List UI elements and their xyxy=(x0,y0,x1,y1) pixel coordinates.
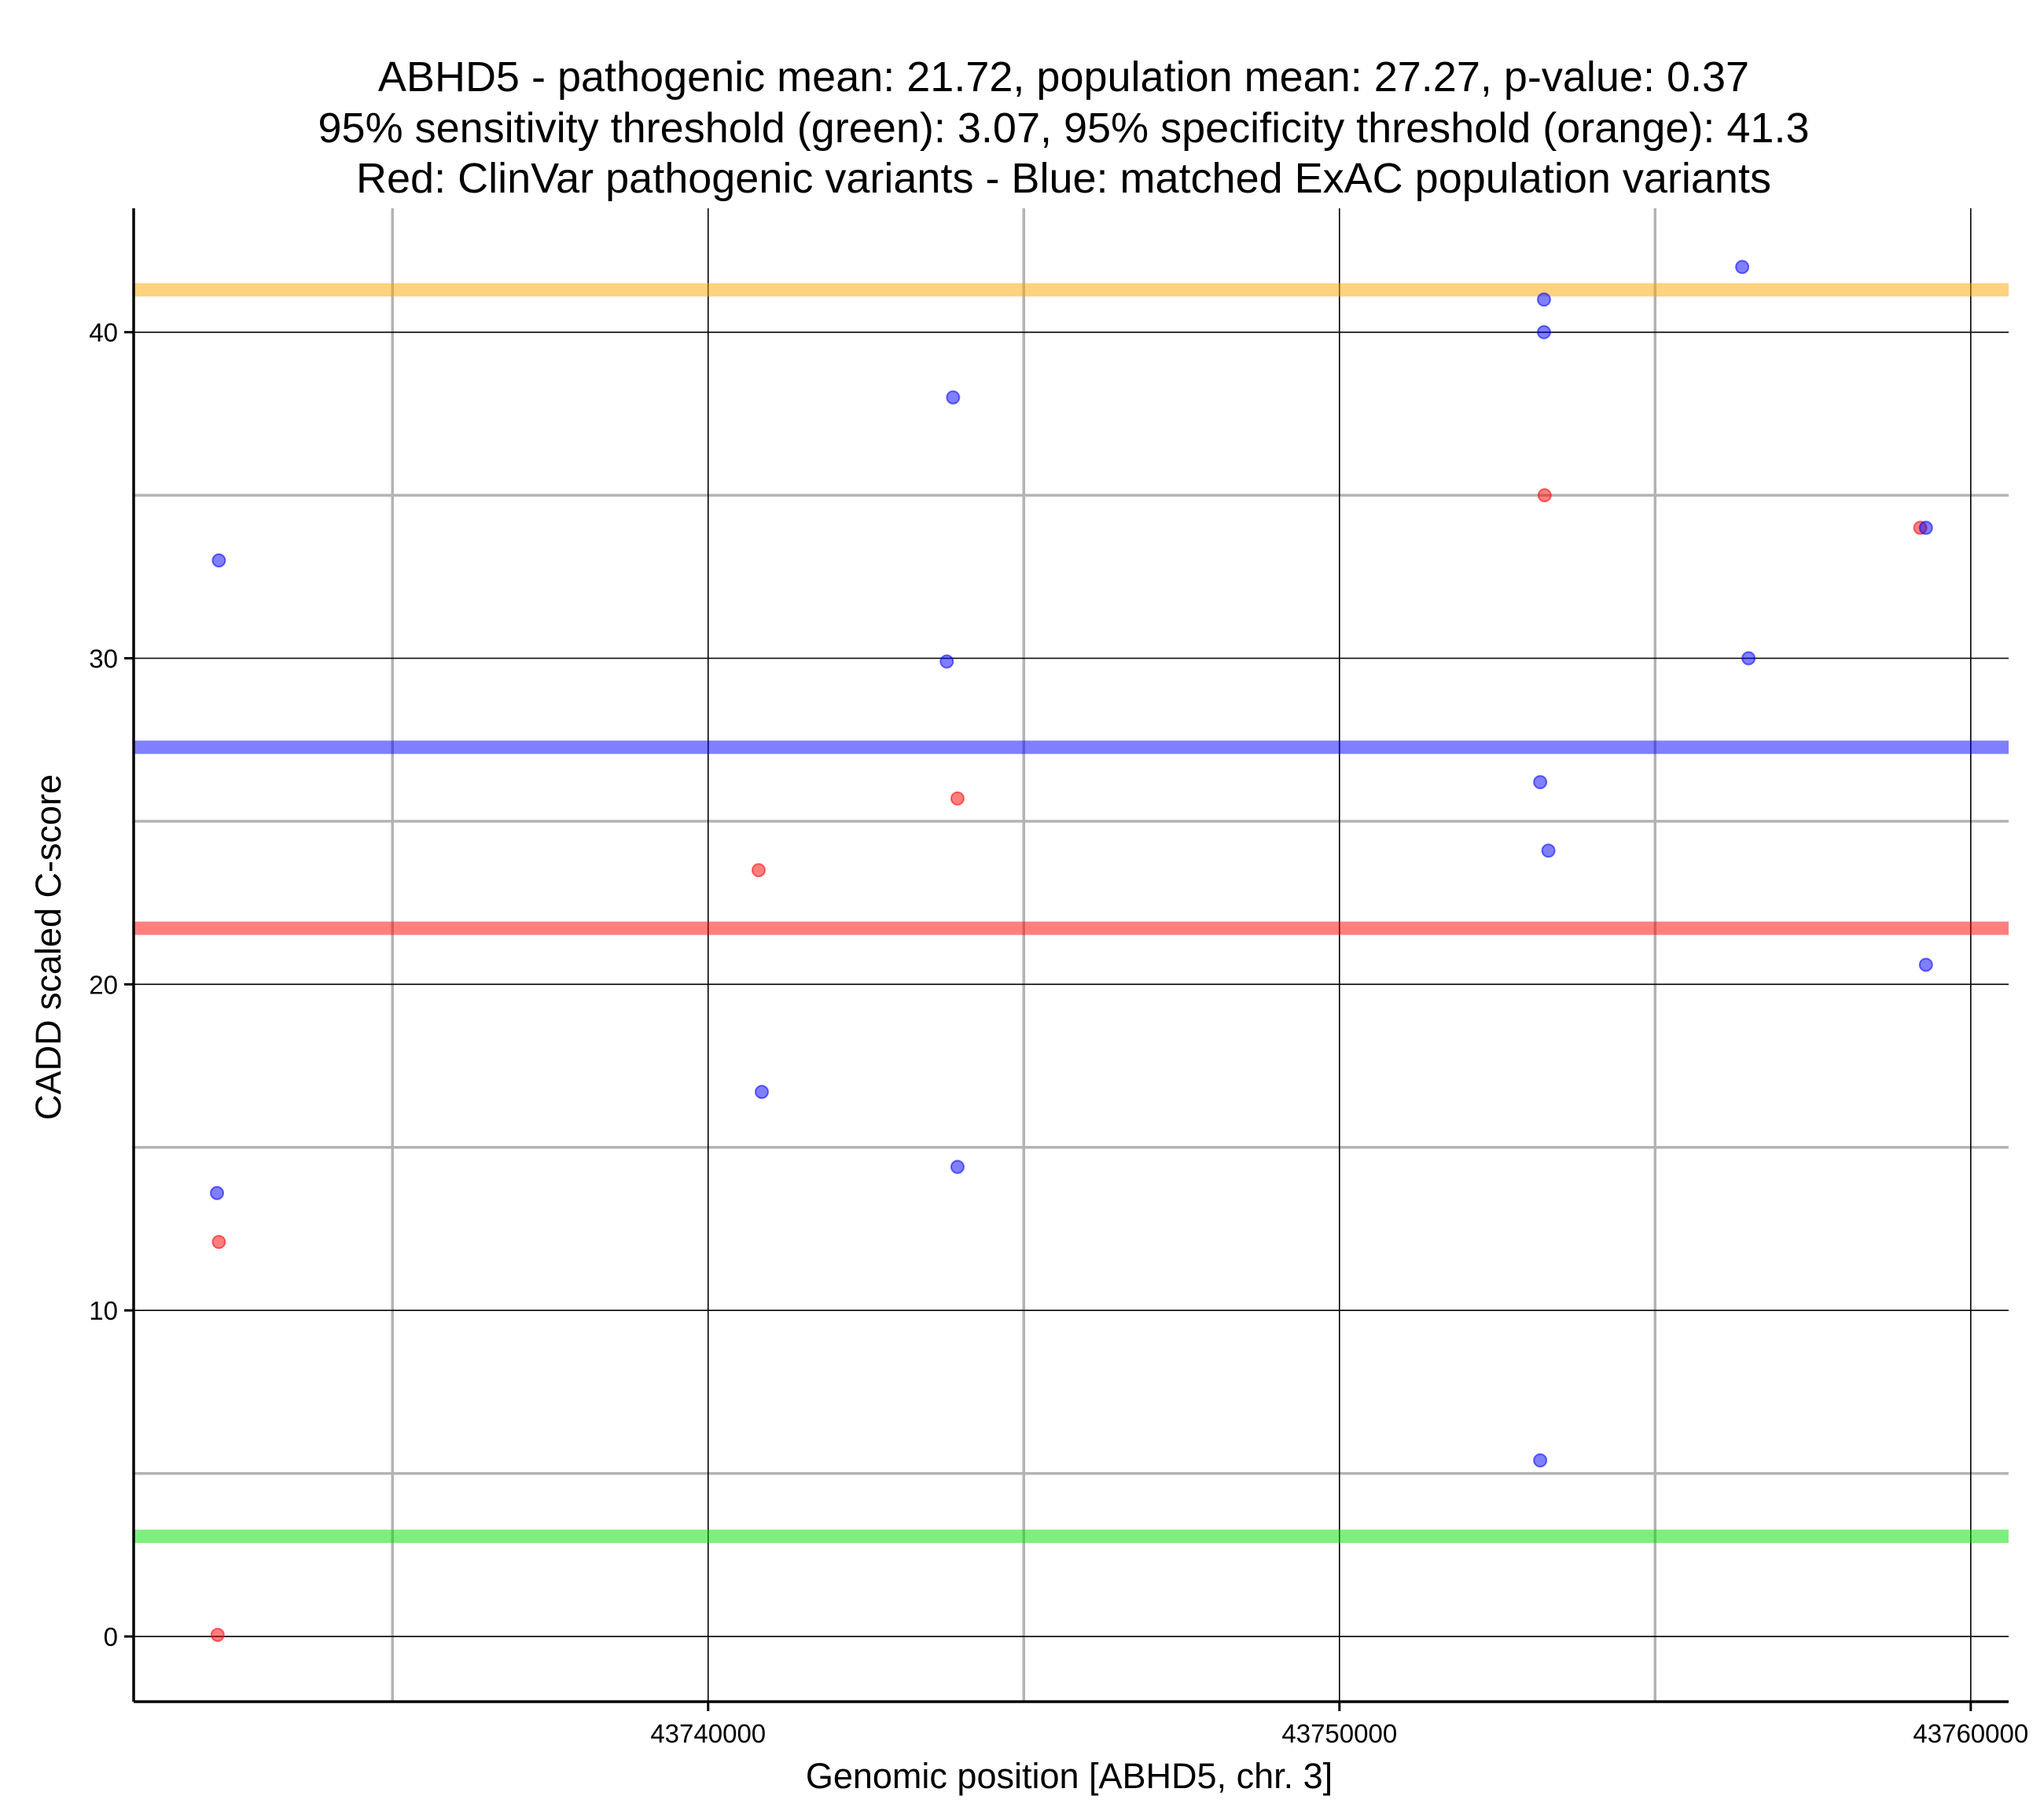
y-axis-title: CADD scaled C-score xyxy=(28,774,68,1120)
data-point xyxy=(1735,259,1750,274)
data-point xyxy=(211,1235,226,1250)
x-axis-title: Genomic position [ABHD5, chr. 3] xyxy=(806,1756,1333,1796)
chart-title-line-1: ABHD5 - pathogenic mean: 21.72, populati… xyxy=(378,53,1749,101)
data-point xyxy=(211,553,226,568)
data-point xyxy=(946,390,961,405)
data-point xyxy=(1918,520,1933,535)
data-point xyxy=(1741,651,1756,666)
data-point xyxy=(1536,292,1551,307)
chart-title-line-2: 95% sensitivity threshold (green): 3.07,… xyxy=(318,105,1810,152)
data-point xyxy=(950,791,965,806)
data-point xyxy=(1541,843,1556,858)
data-point xyxy=(210,1627,225,1642)
data-point xyxy=(755,1085,770,1100)
data-point xyxy=(950,1159,965,1174)
x-tick-label: 43760000 xyxy=(1913,1719,2028,1748)
data-point xyxy=(1533,775,1548,790)
chart-title-line-3: Red: ClinVar pathogenic variants - Blue:… xyxy=(356,155,1771,202)
y-tick-label: 40 xyxy=(89,318,118,347)
x-tick-label: 43750000 xyxy=(1281,1719,1397,1748)
data-point xyxy=(752,863,766,878)
axes xyxy=(124,208,2009,1711)
data-point xyxy=(1533,1453,1548,1468)
data-points xyxy=(210,259,1933,1642)
y-tick-label: 0 xyxy=(104,1622,118,1651)
data-point xyxy=(1918,957,1933,972)
grid-lines xyxy=(134,208,2009,1702)
data-point xyxy=(1537,488,1552,503)
tick-labels: 0 10 20 30 40 43740000 43750000 43760000 xyxy=(89,318,2028,1748)
x-tick-label: 43740000 xyxy=(650,1719,766,1748)
data-point xyxy=(1536,325,1551,340)
y-tick-label: 10 xyxy=(89,1296,118,1325)
data-point xyxy=(939,654,954,669)
y-tick-label: 20 xyxy=(89,970,118,999)
reference-lines xyxy=(134,283,2009,1544)
data-point xyxy=(210,1185,224,1200)
y-tick-label: 30 xyxy=(89,644,118,673)
